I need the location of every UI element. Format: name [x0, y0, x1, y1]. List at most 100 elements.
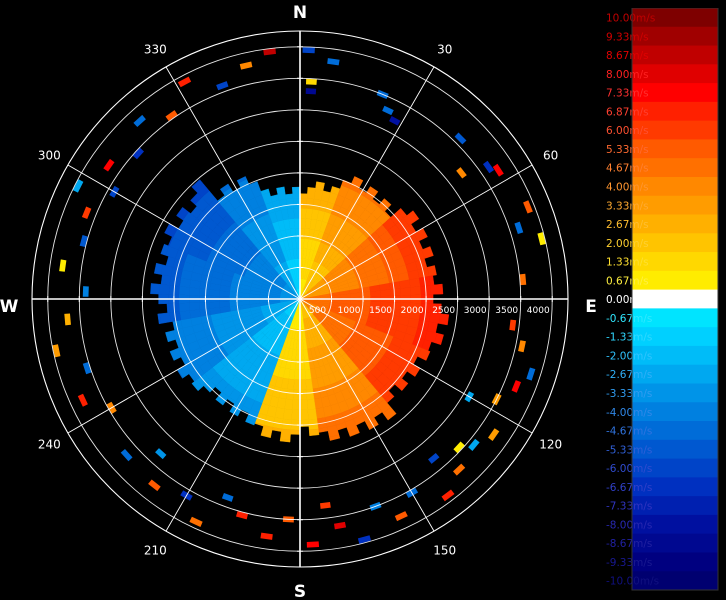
compass-west-label: W	[0, 297, 19, 317]
velocity-cell	[160, 243, 170, 256]
velocity-cell	[369, 186, 379, 194]
velocity-cell	[293, 207, 301, 219]
azimuth-label: 300	[38, 148, 61, 162]
legend-swatch	[632, 176, 718, 197]
velocity-cell	[188, 287, 200, 296]
velocity-cell	[359, 291, 371, 298]
velocity-cell	[410, 286, 422, 296]
echo-cell	[523, 200, 533, 214]
legend-label: -6.00m/s	[606, 463, 652, 475]
velocity-cell	[150, 283, 160, 295]
legend-swatch	[632, 252, 718, 272]
velocity-cell	[397, 379, 409, 392]
echo-cell	[177, 76, 192, 88]
legend-label: -3.33m/s	[606, 388, 652, 400]
velocity-cell	[299, 218, 306, 229]
legend-swatch	[632, 439, 718, 460]
velocity-cell	[245, 418, 256, 426]
velocity-cell	[299, 389, 308, 401]
legend-swatch	[632, 64, 718, 84]
velocity-cell	[434, 332, 444, 346]
legend-label: 4.67m/s	[606, 163, 649, 175]
azimuth-spoke	[165, 66, 301, 300]
legend-swatch	[632, 158, 718, 178]
azimuth-label: 330	[144, 42, 167, 56]
echo-cell	[382, 105, 394, 116]
legend-swatch	[632, 270, 718, 291]
azimuth-spoke	[67, 298, 301, 434]
echo-cell	[357, 535, 372, 544]
echo-cell	[518, 340, 526, 353]
outer-echoes	[52, 47, 546, 548]
velocity-cell	[219, 183, 231, 194]
legend-swatch	[632, 308, 718, 328]
velocity-cell	[285, 193, 294, 200]
azimuth-label: 60	[543, 148, 558, 162]
legend-swatch	[632, 364, 718, 384]
velocity-cell	[176, 206, 189, 221]
compass-north-label: N	[293, 3, 307, 23]
velocity-cell	[159, 312, 172, 324]
velocity-cell	[260, 188, 270, 195]
velocity-cell	[285, 198, 294, 210]
velocity-cell	[160, 274, 172, 286]
legend-swatch	[632, 402, 718, 422]
velocity-cell	[219, 301, 230, 308]
velocity-cell	[299, 409, 309, 421]
echo-cell	[52, 344, 61, 358]
velocity-cell	[306, 398, 316, 410]
velocity-cell	[209, 301, 220, 309]
velocity-cell	[290, 429, 301, 435]
velocity-cell	[353, 176, 364, 184]
echo-cell	[216, 81, 229, 91]
range-label: 2500	[432, 306, 455, 316]
range-label: 1500	[369, 306, 392, 316]
legend-swatch	[632, 26, 718, 47]
echo-cell	[454, 132, 467, 145]
legend-swatch	[632, 533, 718, 553]
velocity-cell	[178, 302, 190, 312]
range-labels: 500 1000 1500 2000 2500 3000 3500 4000	[309, 306, 550, 316]
legend-label: -4.00m/s	[606, 407, 652, 419]
velocity-cell	[427, 265, 437, 277]
azimuth-label: 120	[539, 438, 562, 452]
echo-cell	[221, 493, 234, 502]
range-label: 2000	[401, 306, 424, 316]
velocity-cell	[248, 181, 259, 189]
velocity-cell	[294, 369, 301, 380]
velocity-cell	[299, 197, 308, 209]
legend-swatch	[632, 514, 718, 535]
legend-swatch	[632, 8, 718, 28]
echo-cell	[394, 511, 408, 522]
velocity-field	[150, 176, 450, 443]
legend-swatch	[632, 552, 718, 572]
legend-label: 1.33m/s	[606, 257, 649, 269]
echo-cell	[120, 448, 133, 462]
echo-cell	[305, 88, 317, 95]
velocity-cell	[198, 288, 210, 297]
legend-swatch	[632, 571, 718, 591]
velocity-cell	[158, 284, 170, 295]
velocity-cell	[179, 310, 191, 321]
echo-cell	[511, 380, 522, 393]
velocity-cell	[409, 277, 421, 288]
azimuth-label: 240	[38, 438, 61, 452]
range-label: 3000	[464, 306, 487, 316]
echo-cell	[82, 362, 92, 375]
echo-cell	[441, 489, 455, 502]
echo-cell	[453, 441, 465, 454]
legend-label: 2.00m/s	[606, 238, 649, 250]
velocity-cell	[299, 369, 306, 380]
echo-cell	[189, 516, 203, 527]
velocity-cell	[382, 406, 397, 421]
velocity-cell	[400, 287, 412, 296]
velocity-cell	[370, 290, 381, 297]
legend-swatch	[632, 289, 718, 309]
echo-cell	[133, 114, 146, 127]
echo-cell	[537, 232, 546, 246]
velocity-cell	[191, 179, 203, 191]
legend-label: -8.67m/s	[606, 538, 652, 550]
echo-cell	[72, 179, 84, 193]
echo-cell	[155, 448, 167, 460]
polar-grid	[31, 30, 569, 568]
